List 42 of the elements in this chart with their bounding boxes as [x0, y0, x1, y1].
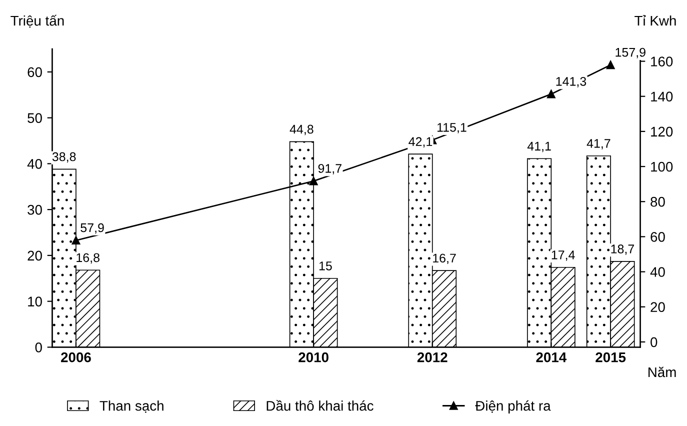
x-tick-label: 2012 [417, 352, 448, 362]
x-tick-label: 2014 [536, 352, 567, 362]
data-label: 42,1 [408, 137, 432, 148]
x-axis-title: Năm [648, 366, 676, 378]
data-label: 41,1 [527, 142, 551, 152]
legend-label: Than sạch [100, 400, 164, 413]
data-label: 157,9 [616, 48, 646, 58]
data-label: 44,8 [290, 124, 314, 136]
data-label: 91,7 [318, 164, 342, 174]
data-label: 38,8 [52, 152, 76, 163]
data-label: 57,9 [80, 223, 104, 234]
y2-tick-label: 60 [650, 232, 665, 242]
y-tick-label: 20 [28, 250, 42, 261]
x-tick-label: 2006 [61, 352, 91, 362]
data-label: 16,8 [76, 253, 100, 264]
x-tick-label: 2010 [298, 352, 328, 362]
data-label: 15 [319, 262, 332, 270]
y2-axis-title: Tỉ Kwh [634, 15, 676, 26]
y2-tick-label: 120 [651, 126, 673, 137]
data-label: 17,4 [552, 250, 575, 261]
data-label: 115,1 [438, 123, 466, 134]
x-tick-label: 2015 [596, 352, 626, 362]
y-tick-label: 0 [35, 342, 42, 352]
y2-tick-label: 40 [650, 267, 665, 277]
y2-tick-label: 100 [651, 162, 673, 172]
y-axis-title: Triệu tấn [10, 14, 64, 28]
y-tick-label: 50 [28, 113, 42, 123]
y-tick-label: 60 [28, 67, 42, 78]
data-label: 18,7 [611, 244, 634, 255]
y2-tick-label: 20 [650, 302, 665, 312]
y2-tick-label: 0 [650, 337, 658, 348]
legend-label: Điện phát ra [475, 400, 551, 414]
data-label: 41,7 [586, 139, 610, 150]
y2-tick-label: 160 [651, 56, 673, 66]
y2-tick-label: 80 [650, 196, 665, 207]
y-tick-label: 30 [28, 204, 42, 215]
y-tick-label: 40 [27, 159, 42, 169]
legend-label: Dầu thô khai thác [266, 400, 374, 411]
y2-tick-label: 140 [651, 92, 673, 102]
data-label: 16,7 [433, 254, 456, 264]
y-tick-label: 10 [28, 296, 42, 306]
data-label: 141,3 [556, 77, 586, 88]
